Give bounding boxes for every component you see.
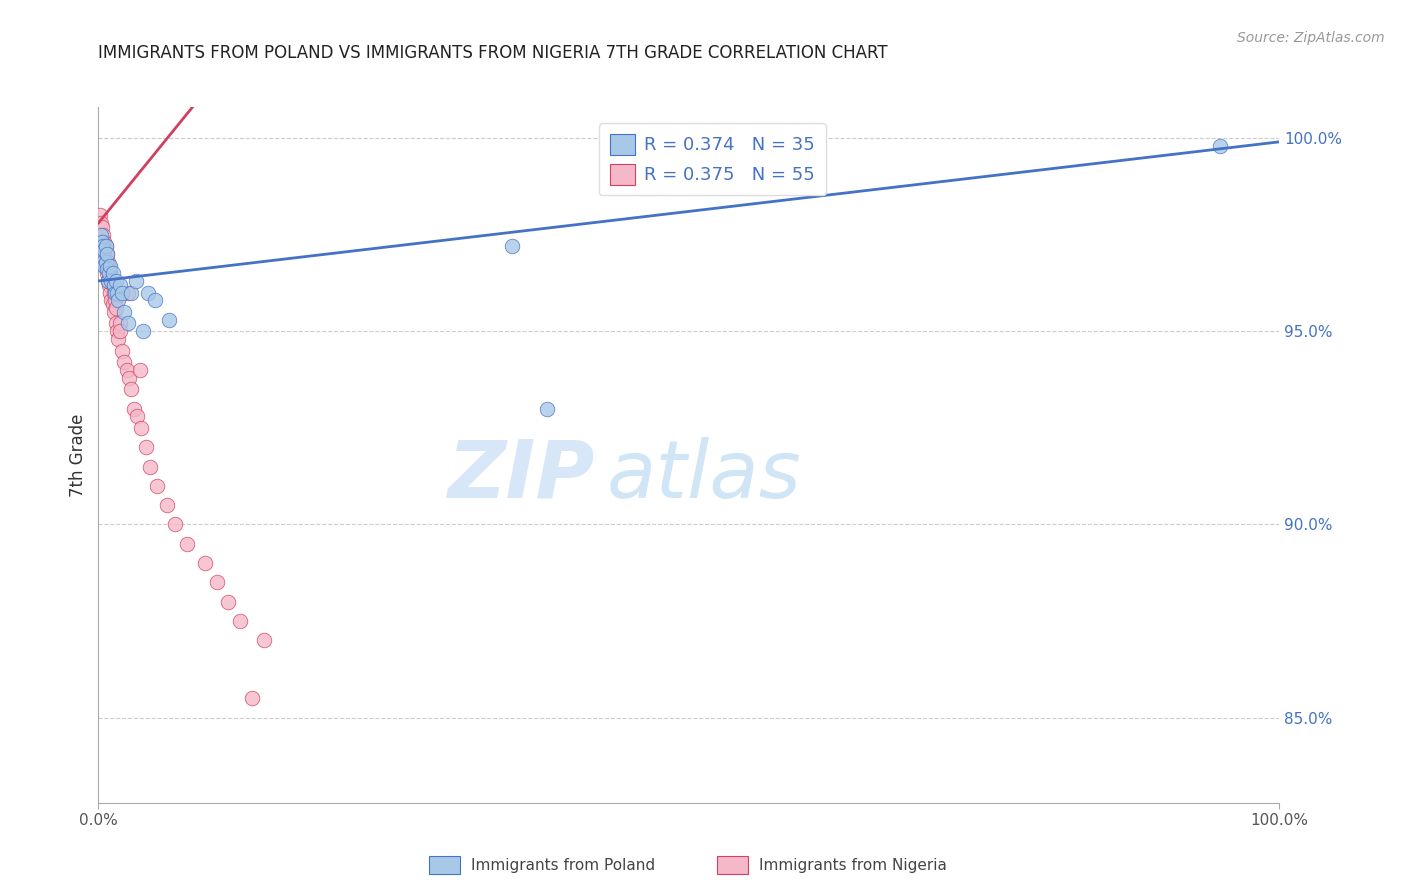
Point — [97, 254, 120, 268]
Point — [105, 324, 128, 338]
Point — [97, 274, 120, 288]
Point — [117, 285, 139, 300]
Point — [93, 259, 115, 273]
Point — [98, 259, 121, 273]
Point — [205, 575, 228, 590]
Point — [94, 239, 117, 253]
Point — [100, 274, 122, 288]
Point — [146, 479, 169, 493]
Point — [176, 537, 198, 551]
Point — [108, 317, 131, 331]
Legend: R = 0.374   N = 35, R = 0.375   N = 55: R = 0.374 N = 35, R = 0.375 N = 55 — [599, 123, 825, 195]
Point — [96, 247, 118, 261]
Point — [143, 293, 166, 308]
Point — [121, 382, 143, 396]
Point — [104, 285, 127, 300]
Point — [89, 208, 111, 222]
Point — [91, 239, 114, 253]
Point — [96, 266, 118, 280]
Point — [132, 324, 155, 338]
Point — [229, 614, 252, 628]
Point — [98, 277, 121, 292]
Point — [105, 317, 128, 331]
Point — [1209, 138, 1232, 153]
Point — [240, 691, 263, 706]
Point — [108, 277, 131, 292]
Point — [103, 277, 125, 292]
Point — [91, 247, 114, 261]
Point — [93, 254, 115, 268]
Point — [117, 317, 139, 331]
Point — [105, 301, 128, 315]
Point — [115, 363, 138, 377]
Point — [91, 227, 114, 242]
Point — [91, 239, 114, 253]
Point — [100, 293, 122, 308]
Point — [100, 274, 122, 288]
Point — [129, 421, 152, 435]
Point — [91, 235, 114, 250]
Point — [118, 370, 141, 384]
Point — [125, 274, 148, 288]
Point — [157, 312, 180, 326]
Point — [103, 305, 125, 319]
Point — [94, 259, 117, 273]
Text: ZIP: ZIP — [447, 437, 595, 515]
Text: Source: ZipAtlas.com: Source: ZipAtlas.com — [1237, 31, 1385, 45]
Point — [90, 227, 112, 242]
Point — [127, 409, 149, 424]
Point — [90, 235, 112, 250]
Point — [121, 285, 143, 300]
Text: IMMIGRANTS FROM POLAND VS IMMIGRANTS FROM NIGERIA 7TH GRADE CORRELATION CHART: IMMIGRANTS FROM POLAND VS IMMIGRANTS FRO… — [98, 45, 889, 62]
Text: Immigrants from Nigeria: Immigrants from Nigeria — [759, 858, 948, 872]
Point — [101, 277, 124, 292]
Point — [136, 285, 159, 300]
Point — [89, 239, 111, 253]
Point — [98, 259, 121, 273]
Point — [122, 401, 145, 416]
Point — [111, 285, 134, 300]
Point — [128, 363, 150, 377]
Point — [105, 274, 128, 288]
Point — [97, 274, 120, 288]
Text: atlas: atlas — [606, 437, 801, 515]
Point — [103, 285, 125, 300]
Point — [98, 266, 121, 280]
Point — [139, 459, 162, 474]
Point — [91, 254, 114, 268]
Point — [94, 254, 117, 268]
Point — [107, 293, 129, 308]
Point — [104, 293, 127, 308]
Point — [93, 243, 115, 257]
Y-axis label: 7th Grade: 7th Grade — [69, 413, 87, 497]
Point — [536, 401, 558, 416]
Point — [90, 216, 112, 230]
Text: Immigrants from Poland: Immigrants from Poland — [471, 858, 655, 872]
Point — [105, 285, 128, 300]
Point — [94, 239, 117, 253]
Point — [108, 324, 131, 338]
Point — [101, 266, 124, 280]
Point — [93, 235, 115, 250]
Point — [91, 247, 114, 261]
Point — [112, 305, 135, 319]
Point — [111, 343, 134, 358]
Point — [112, 355, 135, 369]
Point — [91, 219, 114, 234]
Point — [101, 297, 124, 311]
Point — [96, 262, 118, 277]
Point — [156, 498, 179, 512]
Point — [501, 239, 523, 253]
Point — [96, 247, 118, 261]
Point — [165, 517, 187, 532]
Point — [98, 285, 121, 300]
Point — [194, 556, 217, 570]
Point — [89, 227, 111, 242]
Point — [98, 266, 121, 280]
Point — [253, 633, 276, 648]
Point — [217, 595, 239, 609]
Point — [135, 440, 157, 454]
Point — [107, 332, 129, 346]
